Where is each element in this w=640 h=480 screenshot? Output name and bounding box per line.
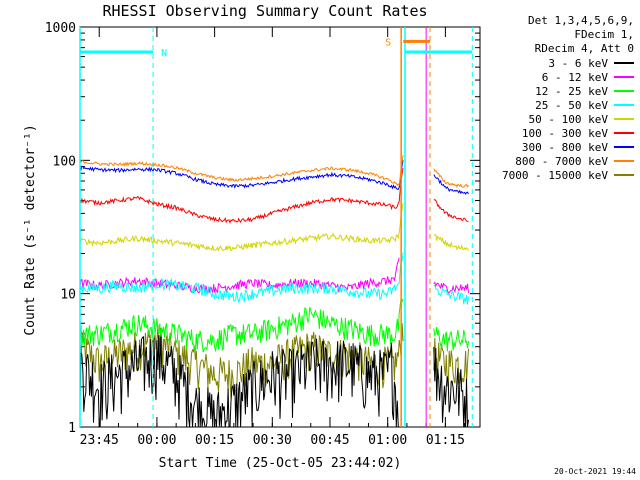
y-tick-label: 10 xyxy=(60,288,76,303)
series-line-after-gap xyxy=(433,199,469,223)
legend-header-line: RDecim 4, Att 0 xyxy=(534,42,634,55)
series-line xyxy=(79,160,404,190)
legend-label: 100 - 300 keV xyxy=(521,126,608,140)
legend-label: 25 - 50 keV xyxy=(535,98,608,112)
legend-label: 50 - 100 keV xyxy=(528,112,608,126)
legend-entry: 7000 - 15000 keV xyxy=(434,168,634,182)
legend-swatch xyxy=(614,160,634,162)
legend-swatch xyxy=(614,104,634,106)
series-line-after-gap xyxy=(433,337,469,389)
x-tick-label: 01:00 xyxy=(368,433,407,448)
legend-swatch xyxy=(614,146,634,148)
legend-label: 300 - 800 keV xyxy=(521,140,608,154)
y-tick-label: 1 xyxy=(68,421,76,436)
x-tick-label: 00:00 xyxy=(137,433,176,448)
legend-entry: 800 - 7000 keV xyxy=(434,154,634,168)
x-tick-label: 01:15 xyxy=(426,433,465,448)
series-layer xyxy=(79,155,469,428)
annotations: NS xyxy=(79,27,473,427)
legend-swatch xyxy=(614,118,634,120)
x-axis: 23:45 00:00 00:15 00:30 00:45 01:00 01:15 xyxy=(79,27,466,448)
y-axis-label: Count Rate (s⁻¹ detector⁻¹) xyxy=(23,124,38,335)
y-tick-label: 100 xyxy=(53,154,76,169)
legend: Det 1,3,4,5,6,9, FDecim 1, RDecim 4, Att… xyxy=(434,14,634,182)
legend-label: 800 - 7000 keV xyxy=(515,154,608,168)
series-line-after-gap xyxy=(433,174,469,195)
legend-entry: 50 - 100 keV xyxy=(434,112,634,126)
series-line xyxy=(79,323,404,399)
chart-title: RHESSI Observing Summary Count Rates xyxy=(102,2,427,20)
series-line xyxy=(79,203,404,252)
series-line xyxy=(79,168,404,225)
series-line-after-gap xyxy=(433,281,469,294)
legend-swatch xyxy=(614,132,634,134)
legend-swatch xyxy=(614,62,634,64)
y-tick-label: 1000 xyxy=(45,21,76,36)
saa-bar-label: S xyxy=(385,37,391,48)
series-line xyxy=(79,257,400,295)
series-line xyxy=(79,252,404,304)
legend-swatch xyxy=(614,90,634,92)
legend-entry: 100 - 300 keV xyxy=(434,126,634,140)
night-bar-label: N xyxy=(161,48,167,59)
legend-swatch xyxy=(614,76,634,78)
legend-entry: 12 - 25 keV xyxy=(434,84,634,98)
legend-swatch xyxy=(614,174,634,176)
x-tick-label: 00:15 xyxy=(195,433,234,448)
x-tick-label: 23:45 xyxy=(80,433,119,448)
legend-entry: 25 - 50 keV xyxy=(434,98,634,112)
legend-header-line: Det 1,3,4,5,6,9, xyxy=(528,14,634,27)
series-line xyxy=(79,297,404,353)
series-line-after-gap xyxy=(433,284,469,305)
legend-label: 12 - 25 keV xyxy=(535,84,608,98)
series-line-after-gap xyxy=(433,346,469,428)
legend-entry: 3 - 6 keV xyxy=(434,56,634,70)
series-line-after-gap xyxy=(433,168,469,188)
legend-label: 7000 - 15000 keV xyxy=(502,168,608,182)
series-line xyxy=(79,155,404,187)
legend-entry: 300 - 800 keV xyxy=(434,140,634,154)
legend-label: 6 - 12 keV xyxy=(541,70,608,84)
x-tick-label: 00:45 xyxy=(310,433,349,448)
x-tick-label: 00:30 xyxy=(253,433,292,448)
timestamp: 20-Oct-2021 19:44 xyxy=(554,467,636,476)
x-axis-label: Start Time (25-Oct-05 23:44:02) xyxy=(159,456,402,471)
legend-label: 3 - 6 keV xyxy=(548,56,608,70)
series-line xyxy=(79,334,400,428)
legend-header-line: FDecim 1, xyxy=(574,28,634,41)
series-line-after-gap xyxy=(433,327,469,352)
legend-entry: 6 - 12 keV xyxy=(434,70,634,84)
series-line-after-gap xyxy=(433,234,469,252)
